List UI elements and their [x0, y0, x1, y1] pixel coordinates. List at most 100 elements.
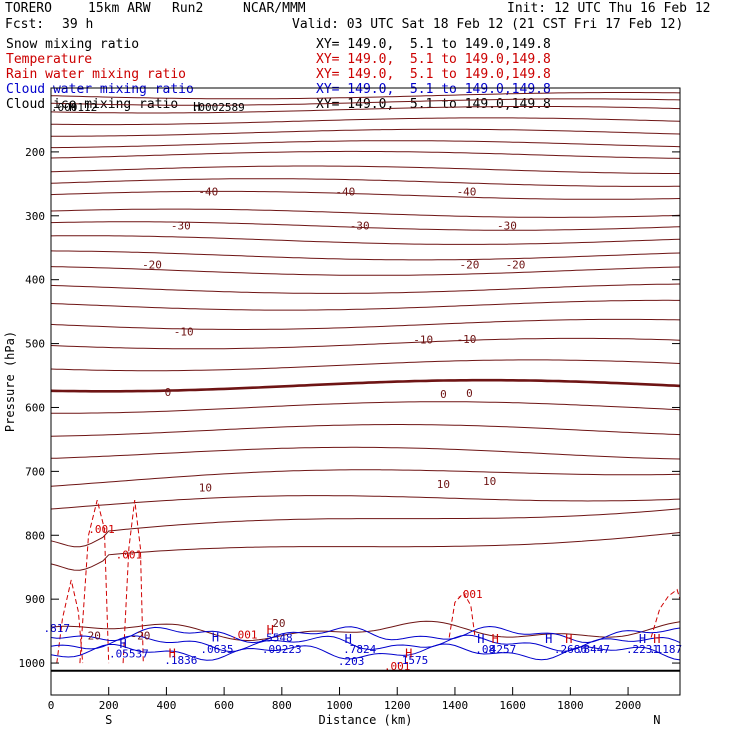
- y-tick-label-5: 700: [25, 465, 45, 478]
- rain-contour-4: [650, 588, 681, 638]
- temp-label-16: 10: [437, 478, 450, 491]
- cloud-water-contour-1: [50, 634, 681, 653]
- isotherm-26: [50, 508, 681, 548]
- resolution-label: 15km ARW: [88, 1, 151, 16]
- y-tick-label-0: 200: [25, 146, 45, 159]
- temp-label-3: -30: [171, 219, 191, 232]
- isotherm-13: [50, 250, 681, 261]
- temp-label-20: -20: [130, 630, 150, 643]
- isotherm-17: [50, 318, 681, 330]
- cloud-label-14: .1187: [649, 643, 682, 656]
- cloud-water-contour-2: [50, 643, 681, 661]
- rain-contour-2: [122, 500, 144, 664]
- isotherm-11: [50, 221, 681, 231]
- y-tick-label-6: 800: [25, 529, 45, 542]
- max-marker-4: H: [212, 631, 219, 645]
- cloud-label-13: .2231: [626, 643, 659, 656]
- top-annotation-0: .000112: [51, 101, 97, 114]
- y-axis-title: Pressure (hPa): [3, 331, 17, 432]
- temp-label-19: 20: [88, 630, 101, 643]
- x-tick-label-4: 800: [272, 699, 292, 712]
- cloud-label-12: .8447: [577, 643, 610, 656]
- isotherm-9: [50, 190, 681, 200]
- temp-label-18: 20: [272, 617, 285, 630]
- temp-label-9: -10: [174, 325, 194, 338]
- isotherm-16: [50, 299, 680, 311]
- isotherm-5: [51, 140, 681, 149]
- cloud-water-contours: [50, 625, 681, 661]
- isotherm-boundary: [50, 620, 681, 642]
- y-tick-label-1: 300: [25, 210, 45, 223]
- x-tick-label-0: 0: [48, 699, 55, 712]
- max-marker-5: H: [267, 623, 274, 637]
- cloud-label-11: .2686: [554, 643, 587, 656]
- temp-label-0: -40: [198, 186, 218, 199]
- x-end-north: N: [653, 713, 660, 727]
- isotherm-2: [50, 106, 681, 114]
- cloud-label-2: .05537: [109, 648, 149, 661]
- isotherm-27: [50, 532, 681, 571]
- temp-label-11: -10: [457, 333, 477, 346]
- plot-frame: [50, 87, 681, 696]
- temp-label-8: -20: [506, 258, 526, 271]
- cloud-label-1: .5548: [260, 632, 293, 645]
- isotherm-22: [50, 424, 681, 437]
- temp-label-6: -20: [142, 258, 162, 271]
- x-axis-title: Distance (km): [319, 713, 413, 727]
- cloud-label-7: .203: [338, 655, 365, 668]
- temp-label-17: 10: [483, 475, 496, 488]
- x-tick-label-7: 1400: [442, 699, 469, 712]
- x-end-south: S: [105, 713, 112, 727]
- isotherm-24: [50, 469, 681, 487]
- cloud-water-contour-0: [50, 625, 681, 644]
- field-name-0: Snow mixing ratio: [6, 37, 140, 52]
- max-marker-10: H: [545, 632, 552, 646]
- rain-contour-1: [79, 499, 110, 664]
- max-marker-6: H: [345, 632, 352, 646]
- x-tick-label-5: 1000: [326, 699, 353, 712]
- contour-labels: -40 -40 -40 -30 -30 -30 -20 -20 -20 -10 -10 -10 0 0 0 1…: [44, 100, 683, 673]
- temp-label-7: -20: [459, 258, 479, 271]
- rain-label-2: .001: [456, 588, 483, 601]
- isotherm-1: [50, 98, 681, 106]
- forecast-hours: 39 h: [62, 17, 94, 32]
- temperature-contours: [50, 92, 681, 642]
- y-tick-label-7: 900: [25, 593, 45, 606]
- max-marker-2: H: [119, 637, 126, 651]
- y-tick-label-2: 400: [25, 274, 45, 287]
- x-tick-label-1: 200: [99, 699, 119, 712]
- cloud-label-4: .0635: [200, 643, 233, 656]
- isotherm-20: [50, 378, 681, 393]
- temp-label-14: 0: [466, 387, 473, 400]
- isotherm-3: [50, 117, 681, 126]
- isotherm-10: [50, 208, 681, 218]
- temp-label-2: -40: [457, 186, 477, 199]
- rain-label-1: .001: [116, 548, 143, 561]
- isotherm-8: [50, 178, 680, 187]
- cloud-label-9: .08: [475, 643, 495, 656]
- rain-contours: [56, 499, 681, 664]
- max-marker-9: H: [492, 632, 499, 646]
- isotherm-21: [51, 401, 681, 414]
- isotherm-14: [50, 266, 681, 276]
- rain-contour-3: [448, 591, 476, 638]
- top-annotation-1: .0002589: [192, 101, 245, 114]
- rain-label-0: .001: [88, 523, 115, 536]
- max-marker-0: H: [69, 100, 76, 114]
- rain-contour-0: [56, 579, 84, 664]
- y-tick-label-8: 1000: [19, 657, 46, 670]
- cloud-label-10: .4257: [483, 643, 516, 656]
- isotherm-15: [50, 283, 681, 294]
- cloud-label-3: .1836: [164, 654, 197, 667]
- rain-label-3: .001: [231, 628, 258, 641]
- temp-label-5: -30: [497, 219, 517, 232]
- max-marker-11: H: [565, 632, 572, 646]
- temp-label-1: -40: [335, 186, 355, 199]
- max-marker-12: H: [639, 632, 646, 646]
- x-tick-label-9: 1800: [557, 699, 584, 712]
- x-tick-label-2: 400: [156, 699, 176, 712]
- field-name-1: Temperature: [6, 52, 93, 67]
- max-marker-1: H: [193, 100, 200, 114]
